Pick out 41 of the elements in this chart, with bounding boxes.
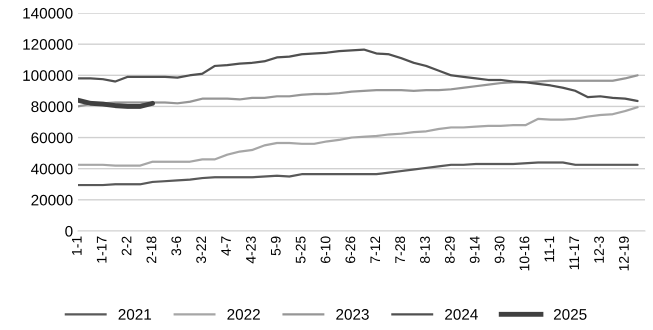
y-tick-label: 100000 bbox=[23, 70, 73, 81]
x-tick-label: 11-17 bbox=[569, 236, 579, 270]
x-tick-label: 7-28 bbox=[395, 236, 406, 263]
x-tick-label: 4-23 bbox=[246, 236, 256, 264]
x-tick-label: 9-30 bbox=[494, 236, 504, 264]
x-tick-label: 2-2 bbox=[122, 236, 132, 256]
x-tick-label: 3-6 bbox=[171, 236, 182, 256]
x-tick-label: 2-18 bbox=[146, 236, 156, 263]
legend-label: 2023 bbox=[336, 309, 369, 320]
y-tick-label: 0 bbox=[65, 226, 73, 237]
x-tick-label: 7-12 bbox=[370, 236, 380, 263]
y-tick-label: 40000 bbox=[31, 164, 73, 174]
y-tick-label: 80000 bbox=[31, 101, 73, 112]
x-tick-label: 8-29 bbox=[444, 236, 455, 264]
y-tick-label: 20000 bbox=[31, 194, 73, 206]
legend-label: 2022 bbox=[227, 309, 260, 320]
x-tick-label: 8-13 bbox=[420, 236, 430, 264]
x-tick-label: 6-26 bbox=[345, 236, 356, 263]
x-tick-label: 3-22 bbox=[196, 236, 206, 264]
legend-label: 2024 bbox=[445, 309, 478, 320]
line-series bbox=[78, 161, 639, 186]
x-tick-label: 11-1 bbox=[544, 236, 554, 262]
x-tick-label: 4-7 bbox=[221, 236, 231, 256]
x-tick-label: 1-17 bbox=[96, 236, 106, 263]
x-tick-label: 9-14 bbox=[470, 236, 480, 264]
y-tick-label: 140000 bbox=[23, 8, 73, 19]
x-tick-label: 5-9 bbox=[270, 236, 281, 256]
y-tick-label: 60000 bbox=[31, 132, 73, 144]
x-tick-label: 5-25 bbox=[296, 236, 306, 264]
line-series bbox=[78, 48, 639, 102]
line-series bbox=[78, 106, 639, 167]
legend-label: 2025 bbox=[554, 309, 587, 320]
x-tick-label: 12-3 bbox=[594, 236, 604, 263]
x-tick-label: 12-19 bbox=[619, 236, 629, 270]
legend-label: 2021 bbox=[118, 309, 152, 320]
x-tick-label: 6-10 bbox=[320, 236, 330, 263]
x-tick-label: 1-1 bbox=[72, 236, 82, 255]
line-series bbox=[78, 98, 156, 109]
x-tick-label: 10-16 bbox=[520, 236, 530, 270]
line-series bbox=[78, 74, 639, 108]
y-tick-label: 120000 bbox=[23, 39, 73, 50]
